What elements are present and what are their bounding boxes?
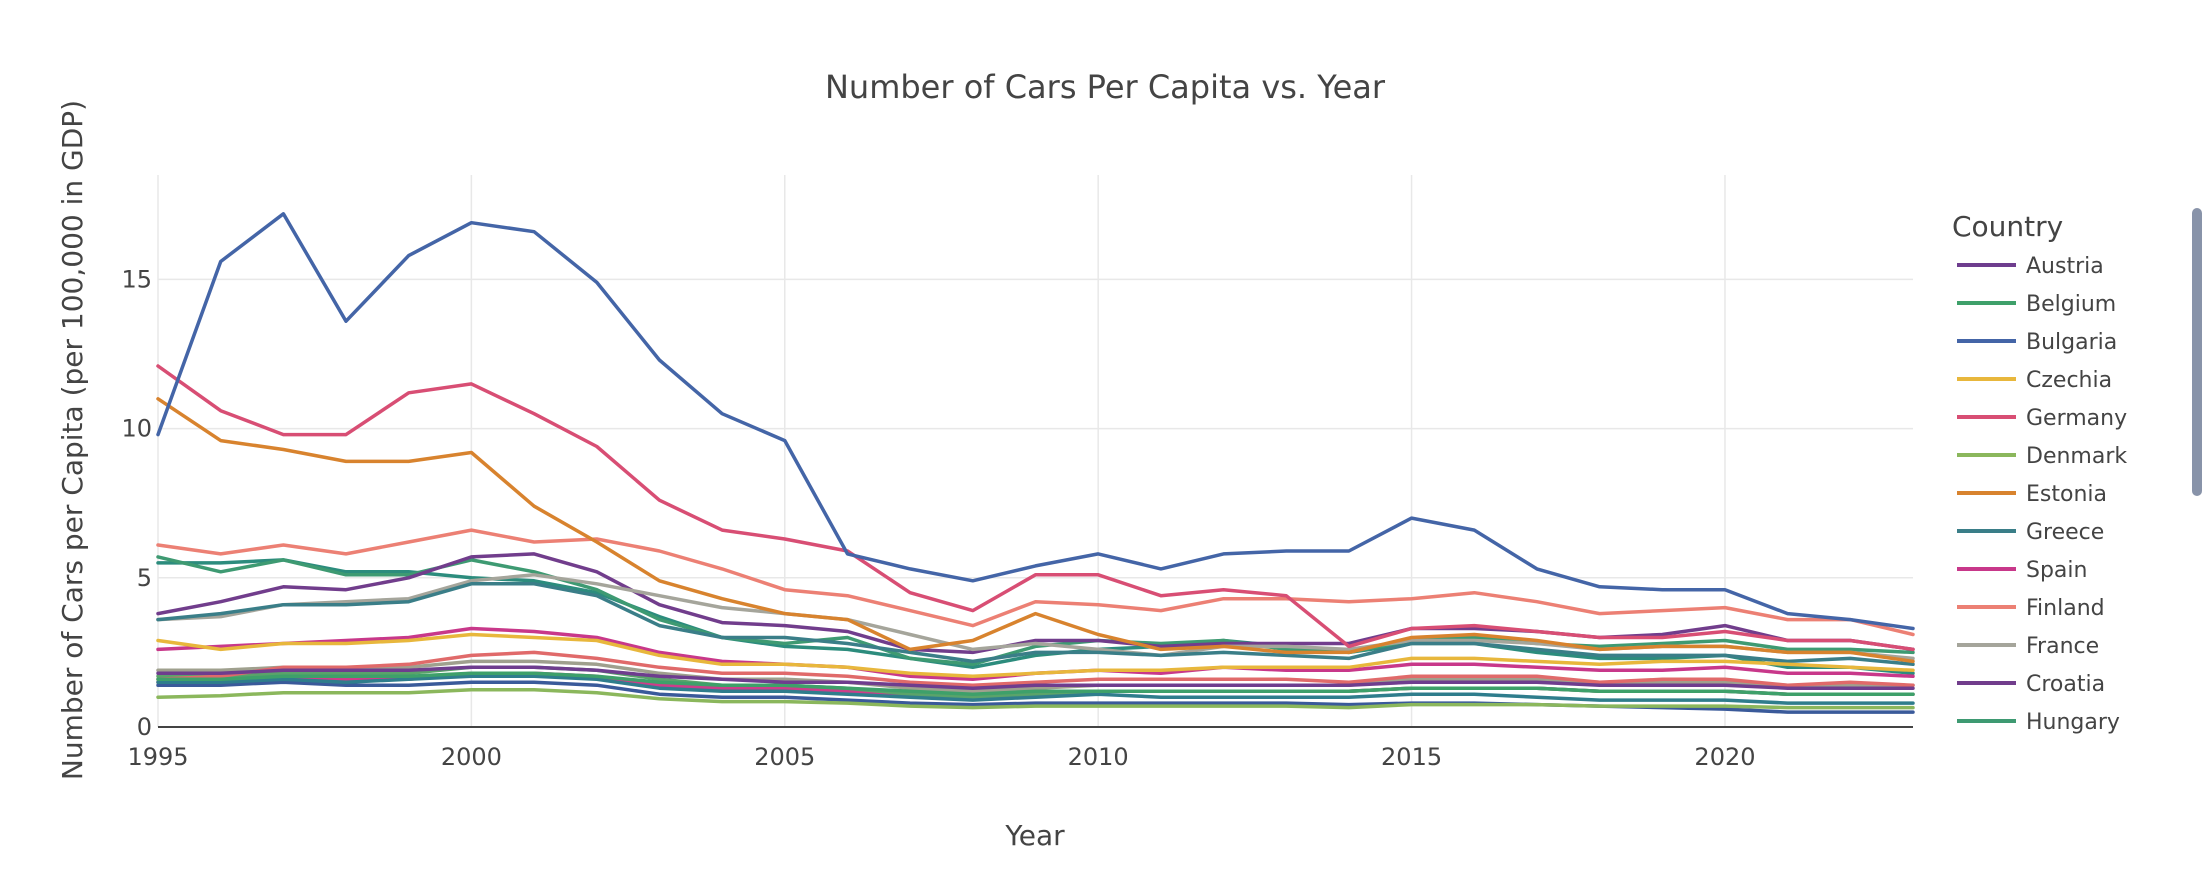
x-tick-label: 2010	[1068, 743, 1129, 771]
x-tick-label: 2020	[1694, 743, 1755, 771]
series-line-belgium	[156, 671, 1915, 696]
series-line-greece	[156, 582, 1915, 667]
legend-title: Country	[1952, 210, 2063, 243]
legend-scrollbar[interactable]	[2192, 208, 2202, 496]
x-tick-label: 2000	[441, 743, 502, 771]
x-tick-label: 2005	[754, 743, 815, 771]
y-gridlines	[158, 278, 1913, 579]
legend-items: Austria Belgium Bulgaria Czechia Germany Denm…	[1957, 254, 2127, 735]
series-line-estonia	[156, 397, 1915, 664]
y-tick-labels: 0 5 10 15	[121, 265, 152, 741]
legend-label: Hungary	[2026, 710, 2120, 735]
series-line-finland	[156, 528, 1915, 637]
x-tick-labels: 1995 2000 2005 2010 2015 2020	[127, 743, 1755, 771]
legend-label: Belgium	[2026, 292, 2116, 317]
legend-item-hungary[interactable]: Hungary	[1957, 710, 2120, 735]
legend-item-czechia[interactable]: Czechia	[1957, 368, 2112, 393]
legend-item-germany[interactable]: Germany	[1957, 406, 2127, 431]
x-tick-label: 2015	[1381, 743, 1442, 771]
series-lines	[156, 212, 1915, 714]
legend-label: Denmark	[2026, 444, 2127, 469]
chart-title: Number of Cars Per Capita vs. Year	[825, 68, 1386, 106]
legend-label: Bulgaria	[2026, 330, 2117, 355]
legend: Country Austria Belgium Bulgaria Czechia Ger…	[1952, 210, 2127, 735]
legend-item-croatia[interactable]: Croatia	[1957, 672, 2105, 697]
series-line-series-15	[156, 650, 1915, 687]
series-line-series-16	[156, 674, 1915, 705]
legend-label: Estonia	[2026, 482, 2107, 507]
legend-label: Finland	[2026, 596, 2105, 621]
series-line-czechia	[156, 632, 1915, 679]
y-tick-label: 10	[121, 415, 152, 443]
series-line-bulgaria	[156, 212, 1915, 631]
x-axis-title: Year	[1004, 819, 1065, 852]
series-line-series-14	[156, 558, 1915, 676]
x-tick-label: 1995	[127, 743, 188, 771]
legend-label: Croatia	[2026, 672, 2105, 697]
legend-item-denmark[interactable]: Denmark	[1957, 444, 2127, 469]
legend-item-france[interactable]: France	[1957, 634, 2099, 659]
legend-item-bulgaria[interactable]: Bulgaria	[1957, 330, 2117, 355]
series-line-austria	[156, 665, 1915, 690]
legend-label: France	[2026, 634, 2099, 659]
legend-item-finland[interactable]: Finland	[1957, 596, 2105, 621]
series-line-germany	[156, 364, 1915, 652]
y-tick-label: 0	[137, 713, 152, 741]
y-tick-label: 15	[121, 265, 152, 293]
legend-item-austria[interactable]: Austria	[1957, 254, 2104, 279]
legend-item-spain[interactable]: Spain	[1957, 558, 2087, 583]
legend-label: Austria	[2026, 254, 2104, 279]
legend-label: Spain	[2026, 558, 2087, 583]
legend-item-belgium[interactable]: Belgium	[1957, 292, 2116, 317]
legend-item-estonia[interactable]: Estonia	[1957, 482, 2107, 507]
legend-item-greece[interactable]: Greece	[1957, 520, 2104, 545]
legend-label: Greece	[2026, 520, 2104, 545]
series-line-denmark	[156, 687, 1915, 710]
y-axis-title: Number of Cars per Capita (per 100,000 i…	[56, 100, 89, 780]
y-tick-label: 5	[137, 564, 152, 592]
legend-label: Czechia	[2026, 368, 2112, 393]
legend-label: Germany	[2026, 406, 2127, 431]
